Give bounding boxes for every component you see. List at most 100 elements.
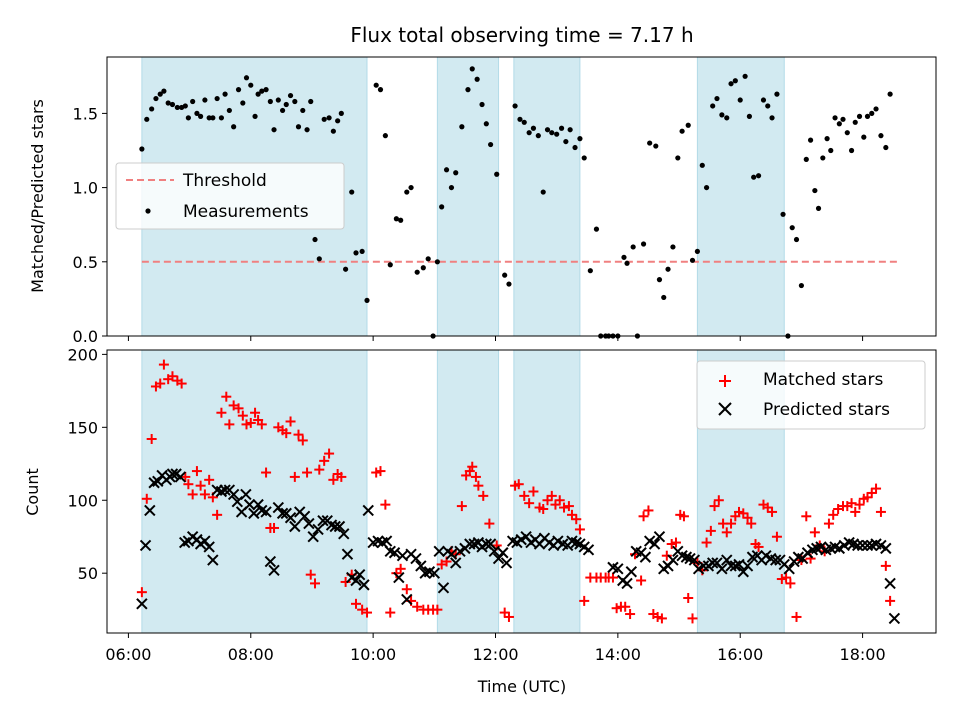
predicted-star-point — [737, 566, 749, 578]
measurement-point — [414, 269, 420, 275]
matched-star-point — [871, 483, 882, 494]
predicted-star-point — [380, 535, 393, 547]
matched-star-point — [687, 613, 698, 624]
matched-star-point — [250, 407, 261, 418]
matched-star-point — [528, 486, 539, 497]
x-tick-label: 08:00 — [228, 645, 274, 664]
measurement-point — [624, 260, 630, 266]
matched-star-point — [571, 514, 582, 525]
matched-star-point — [385, 607, 396, 618]
matched-star-point — [199, 489, 210, 500]
measurement-point — [665, 266, 671, 272]
measurement-point — [558, 125, 565, 131]
predicted-star-point — [653, 531, 666, 543]
measurement-point — [732, 78, 738, 84]
matched-star-point — [212, 509, 223, 520]
shaded-interval — [513, 56, 581, 337]
measurement-point — [577, 136, 583, 142]
matched-star-point — [785, 578, 796, 589]
predicted-star-point — [612, 563, 624, 575]
predicted-star-point — [721, 554, 733, 566]
shaded-interval — [436, 56, 500, 337]
measurement-point — [359, 248, 365, 255]
x-tick-label: 12:00 — [472, 645, 518, 664]
predicted-star-point — [260, 506, 272, 518]
measurement-point — [526, 130, 532, 136]
measurement-point — [382, 133, 388, 139]
matched-star-point — [395, 563, 406, 574]
measurement-point — [292, 98, 298, 105]
matched-star-point — [319, 455, 330, 466]
measurement-point — [202, 97, 208, 103]
measurement-point — [161, 88, 167, 94]
matched-star-point — [380, 499, 391, 510]
measurement-point — [231, 124, 237, 130]
measurement-point — [295, 124, 302, 130]
threshold-legend-label: Threshold — [182, 171, 267, 191]
measurement-point — [488, 141, 494, 148]
measurement-point — [364, 297, 370, 303]
predicted-star-point — [396, 549, 409, 562]
measurement-point — [549, 130, 555, 136]
x-tick-label: 18:00 — [840, 645, 886, 664]
matched-star-point — [709, 501, 720, 512]
measurement-point — [699, 162, 705, 168]
measurement-point — [182, 103, 188, 109]
predicted-star-point — [240, 488, 252, 501]
y-tick-label: 200 — [67, 345, 98, 364]
predicted-star-point — [203, 541, 215, 553]
measurement-point — [836, 121, 842, 127]
predicted-star-point — [688, 554, 701, 566]
measurement-point — [434, 259, 440, 265]
observing-window-shading — [141, 349, 785, 634]
measurement-point — [807, 137, 814, 143]
matched-star-point — [726, 518, 737, 529]
matched-star-point — [678, 511, 689, 522]
y-tick-label: 1.0 — [73, 179, 98, 198]
matched-star-point — [375, 466, 386, 477]
predicted-star-point — [621, 577, 633, 590]
shaded-interval — [436, 349, 500, 634]
matched-star-point — [559, 502, 570, 513]
measurement-point — [878, 133, 884, 139]
matched-star-point — [705, 525, 716, 536]
predicted-star-point — [484, 538, 497, 550]
ratio-panel: 0.0 0.5 1.0 1.5 Matched/Predicted stars Thr… — [28, 56, 937, 346]
matched-star-point — [875, 506, 886, 517]
matched-star-point — [574, 524, 585, 535]
predicted-star-point — [783, 563, 795, 575]
predicted-star-point — [741, 560, 754, 572]
ratio-legend: Threshold Measurements — [115, 162, 345, 230]
measurements-legend-label: Measurements — [183, 202, 309, 222]
matched-star-point — [742, 512, 753, 523]
measurement-point — [852, 119, 858, 125]
shaded-interval — [696, 56, 785, 337]
matched-star-point — [183, 479, 194, 490]
measurement-point — [330, 128, 336, 134]
predicted-star-point — [312, 523, 324, 536]
measurement-point — [210, 115, 216, 121]
measurement-point — [572, 144, 578, 151]
measurement-point — [206, 115, 212, 121]
measurement-point — [252, 113, 258, 119]
matched-star-point — [324, 448, 335, 459]
matched-star-point — [336, 471, 347, 482]
matched-star-point — [625, 609, 636, 620]
measurement-point — [494, 171, 500, 177]
predicted-star-point — [272, 501, 285, 514]
matched-star-point — [261, 467, 272, 478]
predicted-star-point — [729, 560, 742, 572]
predicted-star-point — [415, 560, 427, 572]
measurement-point — [765, 103, 771, 109]
ratio-y-axis-label: Matched/Predicted stars — [28, 99, 47, 293]
matched-star-point — [467, 461, 478, 472]
matched-star-point — [146, 433, 157, 444]
measurement-point — [165, 100, 171, 106]
predicted-star-point — [888, 612, 901, 625]
matched-star-point — [314, 464, 325, 475]
matched-star-point — [293, 429, 304, 440]
measurement-point — [255, 91, 261, 97]
matched-star-point — [767, 506, 778, 517]
matched-star-point — [256, 419, 267, 430]
predicted-star-point — [769, 554, 782, 566]
